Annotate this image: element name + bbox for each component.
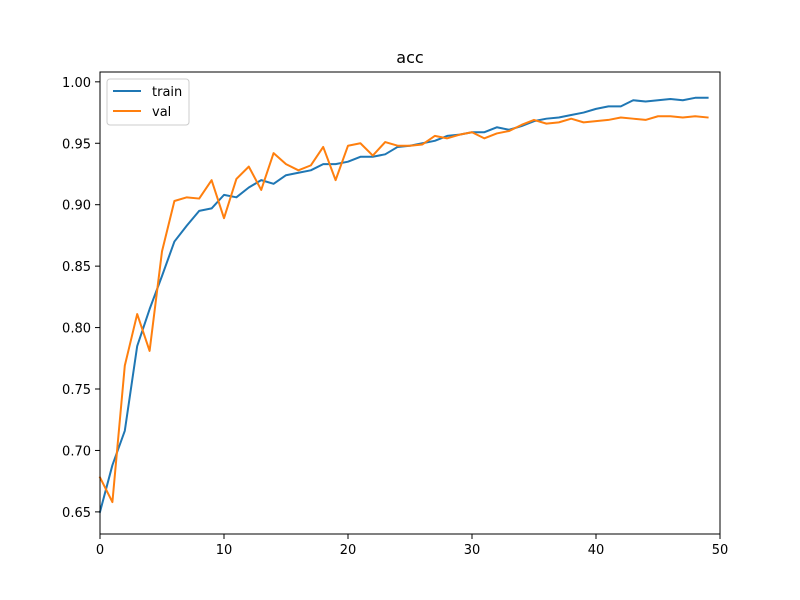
x-tick-label: 50 xyxy=(712,543,729,558)
x-tick-label: 40 xyxy=(588,543,605,558)
legend-label-train: train xyxy=(152,85,182,100)
y-tick-label: 0.65 xyxy=(62,506,91,521)
x-tick-label: 0 xyxy=(96,543,104,558)
y-tick-label: 0.95 xyxy=(62,137,91,152)
axes-layer: 0 10 20 30 40 50 0.65 0.70 0.75 0.80 0.85 0.90 0.95 1… xyxy=(62,71,729,558)
x-tick-label: 30 xyxy=(464,543,481,558)
y-tick-label: 0.70 xyxy=(62,444,91,459)
x-tick-label: 10 xyxy=(216,543,233,558)
series-line-train xyxy=(98,96,709,514)
plot-frame xyxy=(99,71,721,535)
y-tick-label: 1.00 xyxy=(62,76,91,91)
legend: train val xyxy=(106,78,190,126)
y-tick-label: 0.85 xyxy=(62,260,91,275)
chart-title: acc xyxy=(396,48,423,67)
x-tick-label: 20 xyxy=(340,543,357,558)
series-layer xyxy=(98,96,709,514)
y-tick-label: 0.80 xyxy=(62,322,91,337)
y-tick-label: 0.75 xyxy=(62,383,91,398)
y-tick-label: 0.90 xyxy=(62,199,91,214)
legend-label-val: val xyxy=(152,105,171,120)
series-line-val xyxy=(98,115,709,504)
